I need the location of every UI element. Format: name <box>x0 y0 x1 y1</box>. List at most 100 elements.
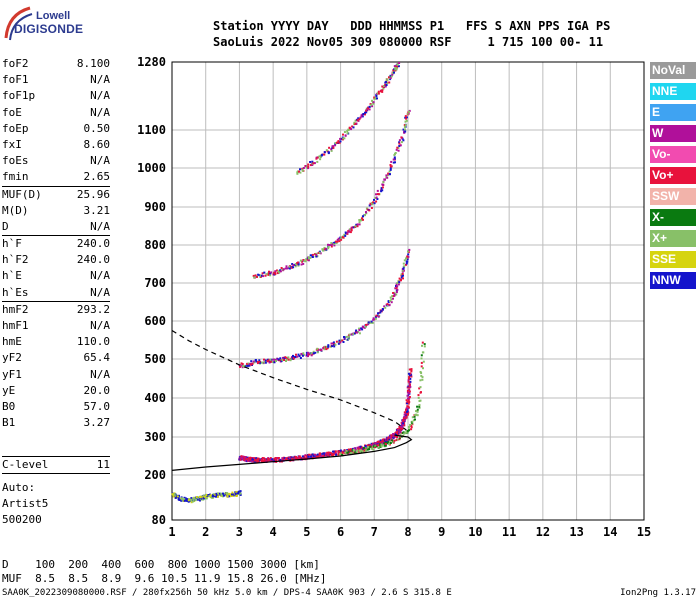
echo-point <box>407 379 410 382</box>
echo-point <box>311 160 314 163</box>
param-row: D N/A <box>2 219 110 235</box>
echo-point <box>284 356 287 359</box>
echo-point <box>344 234 347 237</box>
echo-point <box>311 453 314 456</box>
auto-code: 500200 <box>2 513 42 526</box>
echo-point <box>281 457 284 460</box>
echo-point <box>228 495 231 498</box>
param-value: 240.0 <box>76 253 110 267</box>
echo-point <box>250 460 253 463</box>
echo-point <box>347 335 350 338</box>
echo-point <box>337 341 340 344</box>
echo-point <box>326 150 329 153</box>
echo-point <box>285 360 287 362</box>
echo-point <box>394 152 396 155</box>
echo-point <box>402 274 404 277</box>
echo-point <box>383 305 386 308</box>
echo-point <box>386 176 389 179</box>
echo-point <box>332 450 334 453</box>
echo-point <box>352 333 355 336</box>
echo-point <box>354 450 357 453</box>
echo-point <box>327 151 330 154</box>
param-value: N/A <box>90 285 110 299</box>
echo-point <box>402 277 404 280</box>
echo-point <box>379 311 382 314</box>
echo-point <box>287 358 290 361</box>
x-tick-label: 11 <box>502 525 516 539</box>
echo-point <box>244 459 247 462</box>
echo-point <box>302 457 305 460</box>
echo-point <box>394 161 396 164</box>
echo-point <box>328 146 331 149</box>
echo-point <box>398 145 401 147</box>
echo-point <box>199 495 202 498</box>
echo-point <box>398 142 401 145</box>
echo-point <box>406 258 409 261</box>
echo-point <box>307 165 310 168</box>
echo-point <box>337 140 340 143</box>
echo-point <box>189 498 192 501</box>
echo-point <box>257 273 260 276</box>
param-row: fxI 8.60 <box>2 137 110 153</box>
echo-point <box>292 357 295 359</box>
echo-point <box>221 495 224 498</box>
echo-point <box>340 452 343 455</box>
echo-point <box>354 122 357 125</box>
echo-point <box>241 457 244 459</box>
echo-point <box>346 232 349 235</box>
echo-point <box>399 430 402 433</box>
echo-point <box>180 499 183 502</box>
echo-point <box>343 337 346 340</box>
echo-point <box>193 497 196 500</box>
echo-point <box>205 497 208 500</box>
echo-point <box>395 286 398 289</box>
param-row: h`F 240.0 <box>2 236 110 252</box>
echo-point <box>251 362 254 365</box>
echo-point <box>259 274 262 277</box>
echo-point <box>196 496 198 498</box>
echo-point <box>361 115 364 118</box>
echo-point <box>368 448 371 451</box>
echo-point <box>341 454 344 456</box>
echo-point <box>344 231 347 234</box>
echo-point <box>301 260 303 263</box>
echo-point <box>386 440 388 443</box>
echo-point <box>401 270 404 273</box>
echo-point <box>328 452 331 455</box>
echo-point <box>252 274 255 277</box>
echo-point <box>310 352 313 355</box>
echo-point <box>394 67 397 70</box>
param-row: yE 20.0 <box>2 383 110 399</box>
echo-point <box>355 329 358 332</box>
echo-point <box>422 360 425 363</box>
echo-point <box>406 389 409 392</box>
echo-point <box>234 492 237 495</box>
echo-point <box>316 453 319 456</box>
echo-point <box>308 353 311 356</box>
echo-point <box>287 356 290 359</box>
echo-point <box>404 115 407 118</box>
echo-point <box>367 107 370 110</box>
echo-point <box>334 450 337 453</box>
echo-point <box>248 363 251 366</box>
echo-point <box>404 412 407 415</box>
echo-point <box>282 356 284 359</box>
echo-point <box>419 391 422 394</box>
echo-point <box>409 377 412 380</box>
echo-point <box>371 203 374 206</box>
echo-point <box>281 359 284 362</box>
echo-point <box>315 255 318 258</box>
echo-point <box>390 75 393 78</box>
echo-point <box>387 300 390 303</box>
echo-point <box>384 306 387 309</box>
echo-point <box>366 208 369 211</box>
echo-point <box>254 274 257 277</box>
echo-point <box>239 458 242 461</box>
echo-point <box>329 451 332 454</box>
echo-point <box>407 372 410 375</box>
echo-point <box>385 174 388 177</box>
echo-point <box>263 361 266 364</box>
echo-point <box>341 450 344 453</box>
echo-point <box>316 156 319 159</box>
echo-point <box>408 396 411 398</box>
